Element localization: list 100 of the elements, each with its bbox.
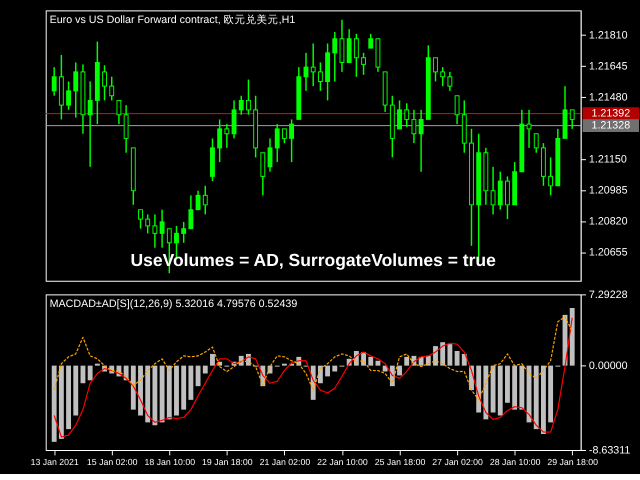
candlestick [418,109,424,172]
x-tick-label: 21 Jan 02:00 [260,457,310,468]
candlestick [160,208,165,248]
y-tick-label: 1.21810 [588,29,628,42]
x-tick-label: 22 Jan 10:00 [317,457,368,468]
candlestick [318,62,323,92]
bar [332,366,338,372]
candlestick [354,33,359,78]
candlestick [124,104,129,154]
bar [447,344,452,366]
candlestick [274,123,280,163]
bar [174,366,179,416]
bar [519,366,524,410]
bar [376,360,380,366]
x-tick-label: 19 Jan 18:00 [202,457,253,468]
bar [196,366,201,386]
candlestick [66,80,71,111]
bar [73,366,78,416]
y-tick-label: 7.29228 [588,288,628,301]
candlestick [152,214,158,248]
bar [181,366,186,410]
candlestick [181,221,186,244]
y-tick-label: 1.20820 [588,216,628,228]
bar [88,366,93,380]
y-tick-label: 1.20655 [588,246,628,259]
candlestick [368,33,374,49]
candlestick [188,194,194,230]
candlestick [224,123,230,149]
candlestick [490,166,496,216]
candlestick [404,102,410,128]
y-tick-label: 1.20985 [588,184,628,197]
candlestick [526,109,532,149]
bar [210,354,215,366]
x-tick-label: 18 Jan 10:00 [144,457,196,468]
candlestick [440,66,446,87]
bar [58,366,64,439]
candlestick [534,132,539,154]
x-tick-label: 15 Jan 02:00 [86,457,138,468]
candlestick [217,118,222,163]
candlestick [202,185,208,216]
y-tick-label: 0.00000 [588,360,628,372]
candlestick [246,78,251,116]
bar [130,366,136,410]
bar [325,366,330,376]
candlestick [304,52,308,92]
x-tick-label: 27 Jan 02:00 [432,457,484,468]
bar [152,366,158,426]
bar [418,356,424,366]
candlestick [268,138,272,172]
candlestick [411,109,416,144]
candlestick [232,100,236,140]
y-tick-label: 1.21150 [588,154,627,166]
candlestick [116,100,122,125]
bar [52,366,57,442]
x-tick-label: 29 Jan 18:00 [547,457,598,468]
bar [80,366,86,384]
candlestick [145,214,150,234]
bar [160,366,165,422]
candlestick [548,156,554,196]
bar [188,366,194,400]
bar [505,366,510,403]
candlestick [505,176,510,220]
candlestick [397,100,402,130]
candlestick [88,80,93,168]
bar [66,366,71,430]
bar [490,366,496,413]
candlestick [73,62,78,118]
bar [382,366,388,372]
chart-title: Euro vs US Dollar Forward contract, 欧元兑美元,H1 [50,13,296,26]
ref-line-label: 1.21392 [592,108,630,120]
candlestick [498,170,503,210]
candlestick [361,52,366,76]
bar [318,366,323,384]
ref-line-label: 1.21328 [592,120,630,132]
candlestick [138,208,143,230]
candlestick [447,71,452,92]
y-tick-label: -8.63311 [588,444,630,456]
line-series [54,316,573,400]
candlestick [52,66,57,96]
bar [476,366,482,413]
bar [397,366,402,376]
x-tick-label: 25 Jan 18:00 [374,457,426,468]
candlestick [346,28,352,64]
candlestick [260,152,266,196]
bar [138,366,143,416]
candlestick [109,76,114,102]
candlestick [289,118,294,163]
x-tick-label: 28 Jan 10:00 [490,457,541,468]
candlestick [570,109,575,130]
candlestick [454,95,460,125]
candlestick [282,128,287,144]
y-tick-label: 1.21480 [588,91,628,104]
candlestick [102,64,107,102]
candlestick [196,190,201,210]
candlestick [332,31,338,82]
bar [526,366,532,422]
bar [454,350,460,366]
candlestick [340,19,344,73]
bar [540,366,546,434]
bar [548,366,554,422]
